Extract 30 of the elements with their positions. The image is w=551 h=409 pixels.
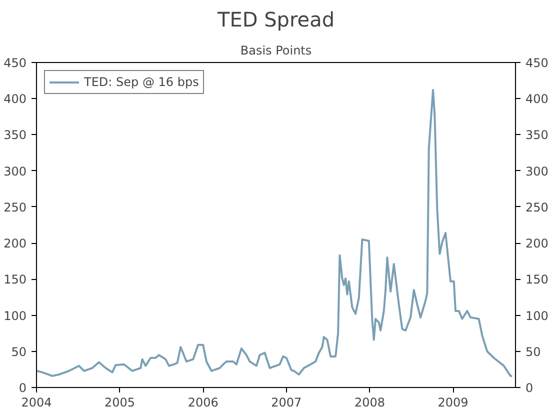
chart-title: TED Spread (216, 8, 335, 32)
x-tick-label: 2006 (188, 396, 218, 409)
y-tick-label: 50 (11, 344, 27, 359)
x-tick-label: 2007 (271, 396, 302, 409)
y-tick-label: 300 (4, 164, 26, 178)
y2-tick-label: 300 (526, 164, 548, 178)
x-tick-label: 2005 (104, 396, 136, 409)
x-tick-label: 2004 (21, 396, 52, 409)
y2-tick-label: 150 (526, 272, 548, 287)
y2-tick-label: 450 (526, 56, 548, 70)
chart-subtitle: Basis Points (240, 44, 312, 58)
y-tick-label: 150 (4, 272, 26, 287)
x-tick-label: 2009 (438, 396, 468, 409)
y-tick-label: 400 (4, 92, 26, 106)
y2-tick-label: 200 (526, 236, 548, 251)
y2-tick-label: 100 (526, 308, 548, 323)
y2-tick-label: 50 (526, 344, 541, 359)
y-tick-label: 100 (4, 308, 26, 323)
y2-tick-label: 350 (526, 128, 548, 142)
y2-tick-label: 400 (526, 92, 548, 106)
y-tick-label: 0 (18, 381, 27, 395)
y-tick-label: 450 (4, 56, 26, 70)
y-tick-label: 200 (4, 236, 26, 251)
x-tick-label: 2008 (354, 396, 385, 409)
y2-tick-label: 250 (526, 200, 548, 214)
line-series (36, 88, 514, 377)
y-tick-label: 250 (4, 200, 26, 214)
legend-label: TED: Sep @ 16 bps (84, 75, 199, 89)
y-tick-label: 350 (4, 128, 26, 142)
y2-tick-label: 0 (526, 381, 534, 395)
